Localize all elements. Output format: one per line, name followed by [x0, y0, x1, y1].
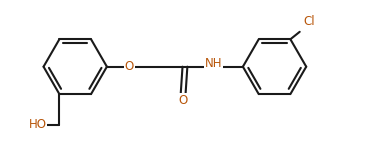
Text: NH: NH [205, 57, 222, 70]
Text: O: O [125, 60, 134, 73]
Text: Cl: Cl [303, 15, 315, 28]
Text: HO: HO [29, 118, 47, 131]
Text: O: O [179, 94, 188, 107]
